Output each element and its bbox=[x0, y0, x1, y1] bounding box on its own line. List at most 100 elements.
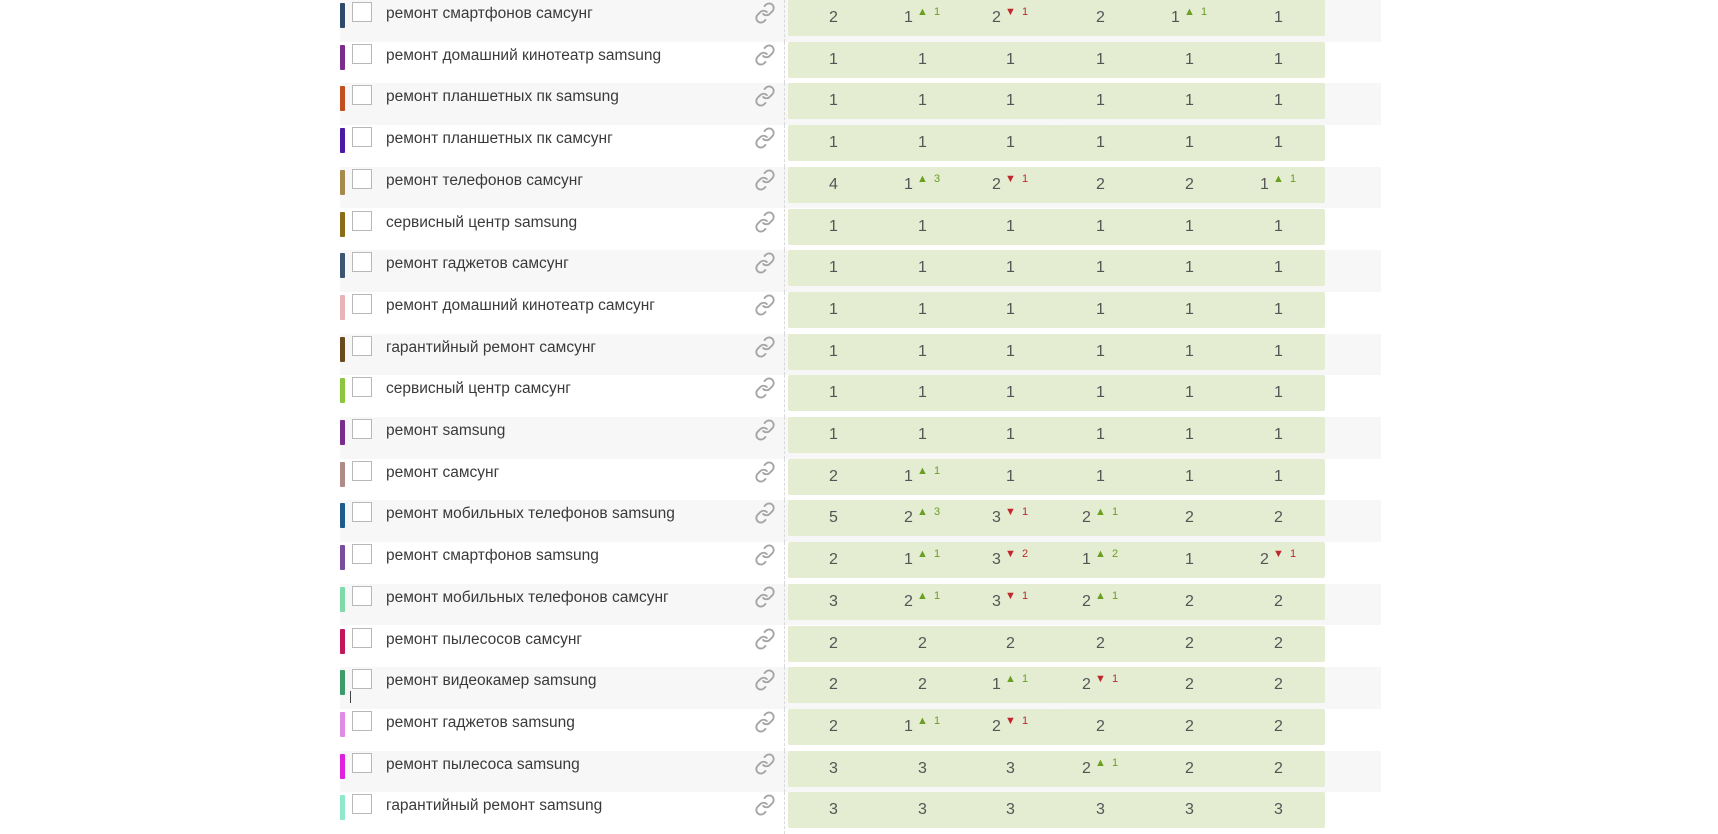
link-icon[interactable] bbox=[754, 711, 776, 733]
position-cell[interactable]: 2 bbox=[788, 667, 880, 704]
row-checkbox[interactable] bbox=[352, 627, 372, 648]
position-cell[interactable]: 1 bbox=[788, 83, 880, 120]
row-checkbox[interactable] bbox=[352, 752, 372, 773]
position-cell[interactable]: 1 bbox=[877, 83, 969, 120]
position-cell[interactable]: 2 bbox=[877, 667, 969, 704]
position-cell[interactable]: 2 ▼ 1 bbox=[965, 0, 1057, 36]
position-cell[interactable]: 1 bbox=[1233, 208, 1325, 245]
position-cell[interactable]: 1 bbox=[877, 208, 969, 245]
position-cell[interactable]: 1 bbox=[877, 333, 969, 370]
position-cell[interactable]: 2 bbox=[1144, 500, 1236, 537]
link-icon[interactable] bbox=[754, 294, 776, 316]
position-cell[interactable]: 1 ▲ 2 bbox=[1055, 542, 1147, 579]
position-cell[interactable]: 3 ▼ 2 bbox=[965, 542, 1057, 579]
position-cell[interactable]: 2 ▲ 1 bbox=[1055, 750, 1147, 787]
position-cell[interactable]: 1 ▲ 1 bbox=[965, 667, 1057, 704]
position-cell[interactable]: 2 ▲ 1 bbox=[1055, 500, 1147, 537]
row-checkbox[interactable] bbox=[352, 2, 372, 22]
position-cell[interactable]: 4 bbox=[788, 166, 880, 203]
position-cell[interactable]: 1 bbox=[1055, 250, 1147, 287]
position-cell[interactable]: 1 bbox=[877, 291, 969, 328]
position-cell[interactable]: 1 ▲ 1 bbox=[877, 458, 969, 495]
position-cell[interactable]: 1 bbox=[1055, 458, 1147, 495]
position-cell[interactable]: 2 bbox=[1233, 667, 1325, 704]
row-checkbox[interactable] bbox=[352, 669, 372, 690]
row-checkbox[interactable] bbox=[352, 502, 372, 523]
row-checkbox[interactable] bbox=[352, 710, 372, 731]
position-cell[interactable]: 2 bbox=[1144, 708, 1236, 745]
link-icon[interactable] bbox=[754, 669, 776, 691]
position-cell[interactable]: 1 bbox=[788, 250, 880, 287]
position-cell[interactable]: 1 bbox=[1233, 125, 1325, 162]
position-cell[interactable]: 3 bbox=[877, 792, 969, 829]
position-cell[interactable]: 3 bbox=[788, 750, 880, 787]
link-icon[interactable] bbox=[754, 544, 776, 566]
position-cell[interactable]: 1 bbox=[1055, 125, 1147, 162]
position-cell[interactable]: 1 bbox=[788, 417, 880, 453]
position-cell[interactable]: 2 bbox=[1144, 667, 1236, 704]
position-cell[interactable]: 1 bbox=[965, 458, 1057, 495]
row-checkbox[interactable] bbox=[352, 43, 372, 64]
position-cell[interactable]: 2 bbox=[788, 0, 880, 36]
position-cell[interactable]: 1 ▲ 3 bbox=[877, 166, 969, 203]
position-cell[interactable]: 1 bbox=[1055, 417, 1147, 453]
position-cell[interactable]: 2 bbox=[788, 542, 880, 579]
position-cell[interactable]: 1 ▲ 1 bbox=[877, 708, 969, 745]
position-cell[interactable]: 2 ▼ 1 bbox=[1055, 667, 1147, 704]
position-cell[interactable]: 2 bbox=[1055, 0, 1147, 36]
position-cell[interactable]: 2 bbox=[1233, 625, 1325, 662]
position-cell[interactable]: 1 bbox=[1055, 208, 1147, 245]
row-checkbox[interactable] bbox=[352, 168, 372, 189]
position-cell[interactable]: 3 ▼ 1 bbox=[965, 500, 1057, 537]
position-cell[interactable]: 2 bbox=[1144, 625, 1236, 662]
row-checkbox[interactable] bbox=[352, 419, 372, 439]
position-cell[interactable]: 3 bbox=[788, 583, 880, 620]
position-cell[interactable]: 1 bbox=[1233, 458, 1325, 495]
link-icon[interactable] bbox=[754, 586, 776, 608]
position-cell[interactable]: 2 bbox=[1233, 500, 1325, 537]
position-cell[interactable]: 1 bbox=[1055, 41, 1147, 78]
position-cell[interactable]: 2 bbox=[1055, 625, 1147, 662]
link-icon[interactable] bbox=[754, 252, 776, 274]
position-cell[interactable]: 1 bbox=[1055, 291, 1147, 328]
position-cell[interactable]: 2 ▼ 1 bbox=[965, 166, 1057, 203]
link-icon[interactable] bbox=[754, 44, 776, 66]
position-cell[interactable]: 2 bbox=[1055, 708, 1147, 745]
position-cell[interactable]: 1 bbox=[1233, 41, 1325, 78]
row-checkbox[interactable] bbox=[352, 377, 372, 398]
position-cell[interactable]: 2 bbox=[1144, 750, 1236, 787]
position-cell[interactable]: 1 bbox=[965, 83, 1057, 120]
link-icon[interactable] bbox=[754, 627, 776, 650]
link-icon[interactable] bbox=[754, 502, 776, 524]
position-cell[interactable]: 1 bbox=[877, 41, 969, 78]
link-icon[interactable] bbox=[754, 377, 776, 399]
position-cell[interactable]: 3 bbox=[877, 750, 969, 787]
row-checkbox[interactable] bbox=[352, 335, 372, 356]
position-cell[interactable]: 3 bbox=[788, 792, 880, 829]
position-cell[interactable]: 1 bbox=[788, 208, 880, 245]
row-checkbox[interactable] bbox=[352, 85, 372, 106]
position-cell[interactable]: 1 bbox=[965, 125, 1057, 162]
position-cell[interactable]: 1 bbox=[1055, 333, 1147, 370]
position-cell[interactable]: 1 bbox=[1055, 375, 1147, 412]
position-cell[interactable]: 2 ▲ 1 bbox=[1055, 583, 1147, 620]
row-checkbox[interactable] bbox=[352, 544, 372, 565]
link-icon[interactable] bbox=[754, 419, 776, 441]
position-cell[interactable]: 1 bbox=[1055, 83, 1147, 120]
position-cell[interactable]: 1 bbox=[1233, 375, 1325, 412]
position-cell[interactable]: 2 bbox=[788, 625, 880, 662]
row-checkbox[interactable] bbox=[352, 585, 372, 606]
position-cell[interactable]: 2 ▼ 1 bbox=[1233, 542, 1325, 579]
position-cell[interactable]: 1 bbox=[877, 375, 969, 412]
position-cell[interactable]: 1 bbox=[1144, 208, 1236, 245]
position-cell[interactable]: 2 bbox=[965, 625, 1057, 662]
position-cell[interactable]: 2 ▲ 1 bbox=[877, 583, 969, 620]
position-cell[interactable]: 3 ▼ 1 bbox=[965, 583, 1057, 620]
position-cell[interactable]: 2 bbox=[877, 625, 969, 662]
position-cell[interactable]: 1 ▲ 1 bbox=[877, 542, 969, 579]
position-cell[interactable]: 1 bbox=[877, 125, 969, 162]
row-checkbox[interactable] bbox=[352, 127, 372, 148]
position-cell[interactable]: 1 bbox=[1144, 375, 1236, 412]
row-checkbox[interactable] bbox=[352, 794, 372, 815]
position-cell[interactable]: 5 bbox=[788, 500, 880, 537]
